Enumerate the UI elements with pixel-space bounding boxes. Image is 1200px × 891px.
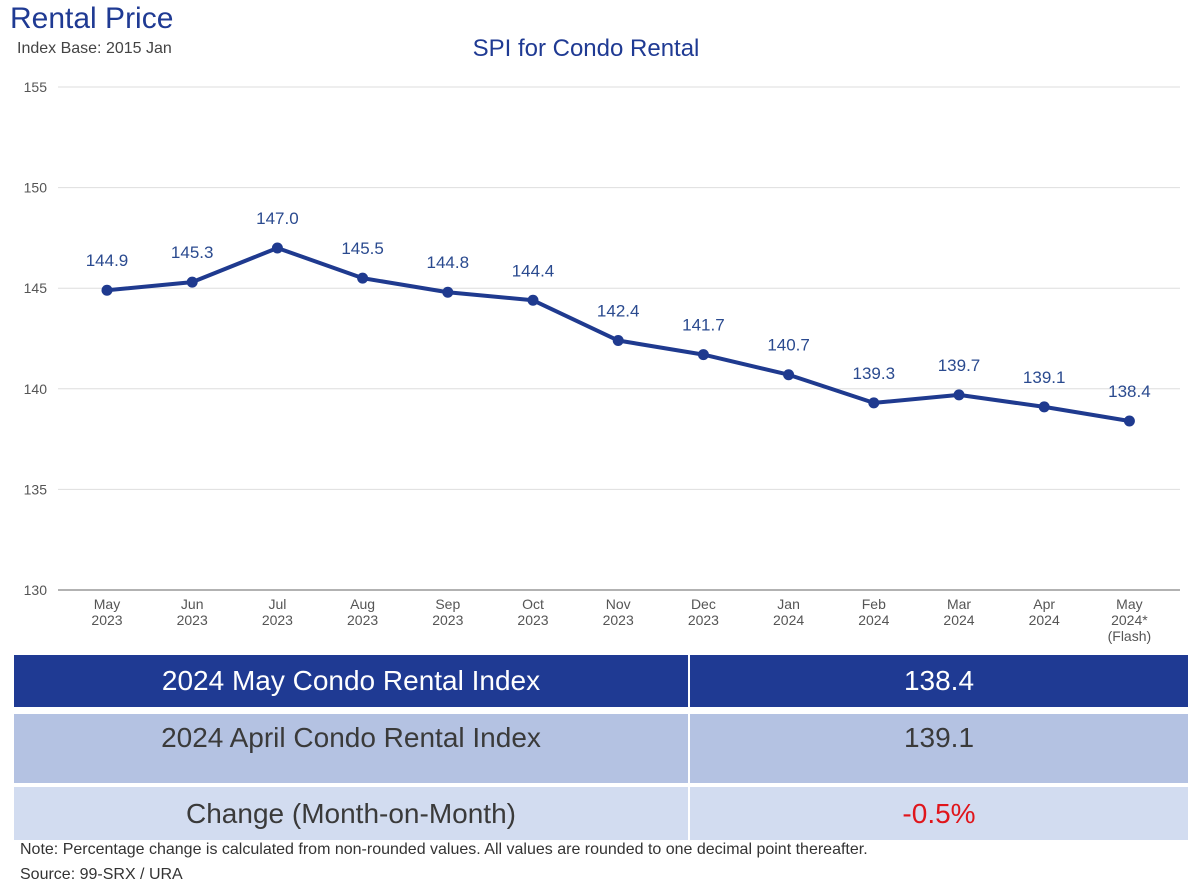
row-value: 138.4 (690, 655, 1188, 707)
y-tick-label: 140 (24, 381, 48, 397)
data-point (868, 397, 880, 409)
data-label: 142.4 (597, 302, 640, 321)
y-tick-label: 135 (24, 481, 48, 497)
data-point (271, 242, 283, 254)
data-label: 147.0 (256, 209, 299, 228)
table-row-current-index: 2024 May Condo Rental Index 138.4 (14, 655, 1188, 707)
data-point (1123, 415, 1135, 427)
x-tick-label: Jul 2023 (262, 596, 293, 628)
y-axis-ticks: 130 135 140 145 150 155 (24, 79, 48, 598)
change-value: -0.5% (690, 787, 1188, 840)
data-label: 145.5 (341, 239, 384, 258)
chart-title: SPI for Condo Rental (472, 35, 700, 62)
x-tick-label: Aug 2023 (347, 596, 378, 628)
data-label: 145.3 (171, 243, 214, 262)
source-note: Source: 99-SRX / URA (20, 866, 183, 883)
series-points (101, 242, 1135, 427)
table-row-previous-index: 2024 April Condo Rental Index 139.1 (14, 714, 1188, 783)
data-labels: 144.9 145.3 147.0 145.5 144.8 144.4 142.4 141.7… (86, 209, 1151, 401)
data-point (101, 284, 113, 296)
x-tick-label: Mar 2024 (943, 596, 974, 628)
data-label: 141.7 (682, 316, 725, 335)
footnote: Note: Percentage change is calculated fr… (20, 841, 868, 858)
data-label: 144.4 (512, 261, 555, 280)
y-tick-label: 130 (24, 582, 48, 598)
data-point (1038, 401, 1050, 413)
line-chart: 130 135 140 145 150 155 May 2023 Jun 2023 Jul 2023… (24, 79, 1180, 644)
data-point (527, 294, 539, 306)
data-point (357, 272, 369, 284)
x-tick-label: Dec 2023 (688, 596, 719, 628)
x-tick-label: May 2023 (91, 596, 122, 628)
y-tick-label: 155 (24, 79, 48, 95)
page-title: Rental Price (10, 2, 174, 35)
x-tick-label: Sep 2023 (432, 596, 463, 628)
data-point (697, 349, 709, 361)
data-label: 144.8 (427, 253, 470, 272)
series-lines (106, 245, 1130, 423)
y-tick-label: 145 (24, 280, 48, 296)
index-base-label: Index Base: 2015 Jan (17, 40, 172, 57)
data-label: 139.3 (853, 364, 896, 383)
data-point (186, 276, 198, 288)
data-label: 140.7 (767, 336, 810, 355)
data-label: 139.7 (938, 356, 981, 375)
x-tick-label: May 2024* (Flash) (1108, 596, 1152, 644)
x-tick-label: Jan 2024 (773, 596, 804, 628)
x-tick-label: Nov 2023 (603, 596, 634, 628)
data-point (953, 389, 965, 401)
table-row-change: Change (Month-on-Month) -0.5% (14, 787, 1188, 840)
x-tick-label: Oct 2023 (517, 596, 548, 628)
y-tick-label: 150 (24, 180, 48, 196)
row-value: 139.1 (690, 714, 1188, 783)
data-label: 139.1 (1023, 368, 1066, 387)
x-tick-label: Jun 2023 (177, 596, 208, 628)
data-point (783, 369, 795, 381)
x-tick-label: Apr 2024 (1029, 596, 1060, 628)
data-point (442, 286, 454, 298)
gridlines (58, 86, 1180, 591)
x-axis-ticks: May 2023 Jun 2023 Jul 2023 Aug 2023 Sep 2023 Oct 20… (91, 596, 1151, 644)
row-label: Change (Month-on-Month) (14, 787, 688, 840)
x-tick-label: Feb 2024 (858, 596, 889, 628)
series-line (106, 245, 1130, 423)
data-point (612, 335, 624, 347)
row-label: 2024 May Condo Rental Index (14, 655, 688, 707)
row-label: 2024 April Condo Rental Index (14, 714, 688, 783)
data-label: 144.9 (86, 251, 129, 270)
data-label: 138.4 (1108, 382, 1151, 401)
